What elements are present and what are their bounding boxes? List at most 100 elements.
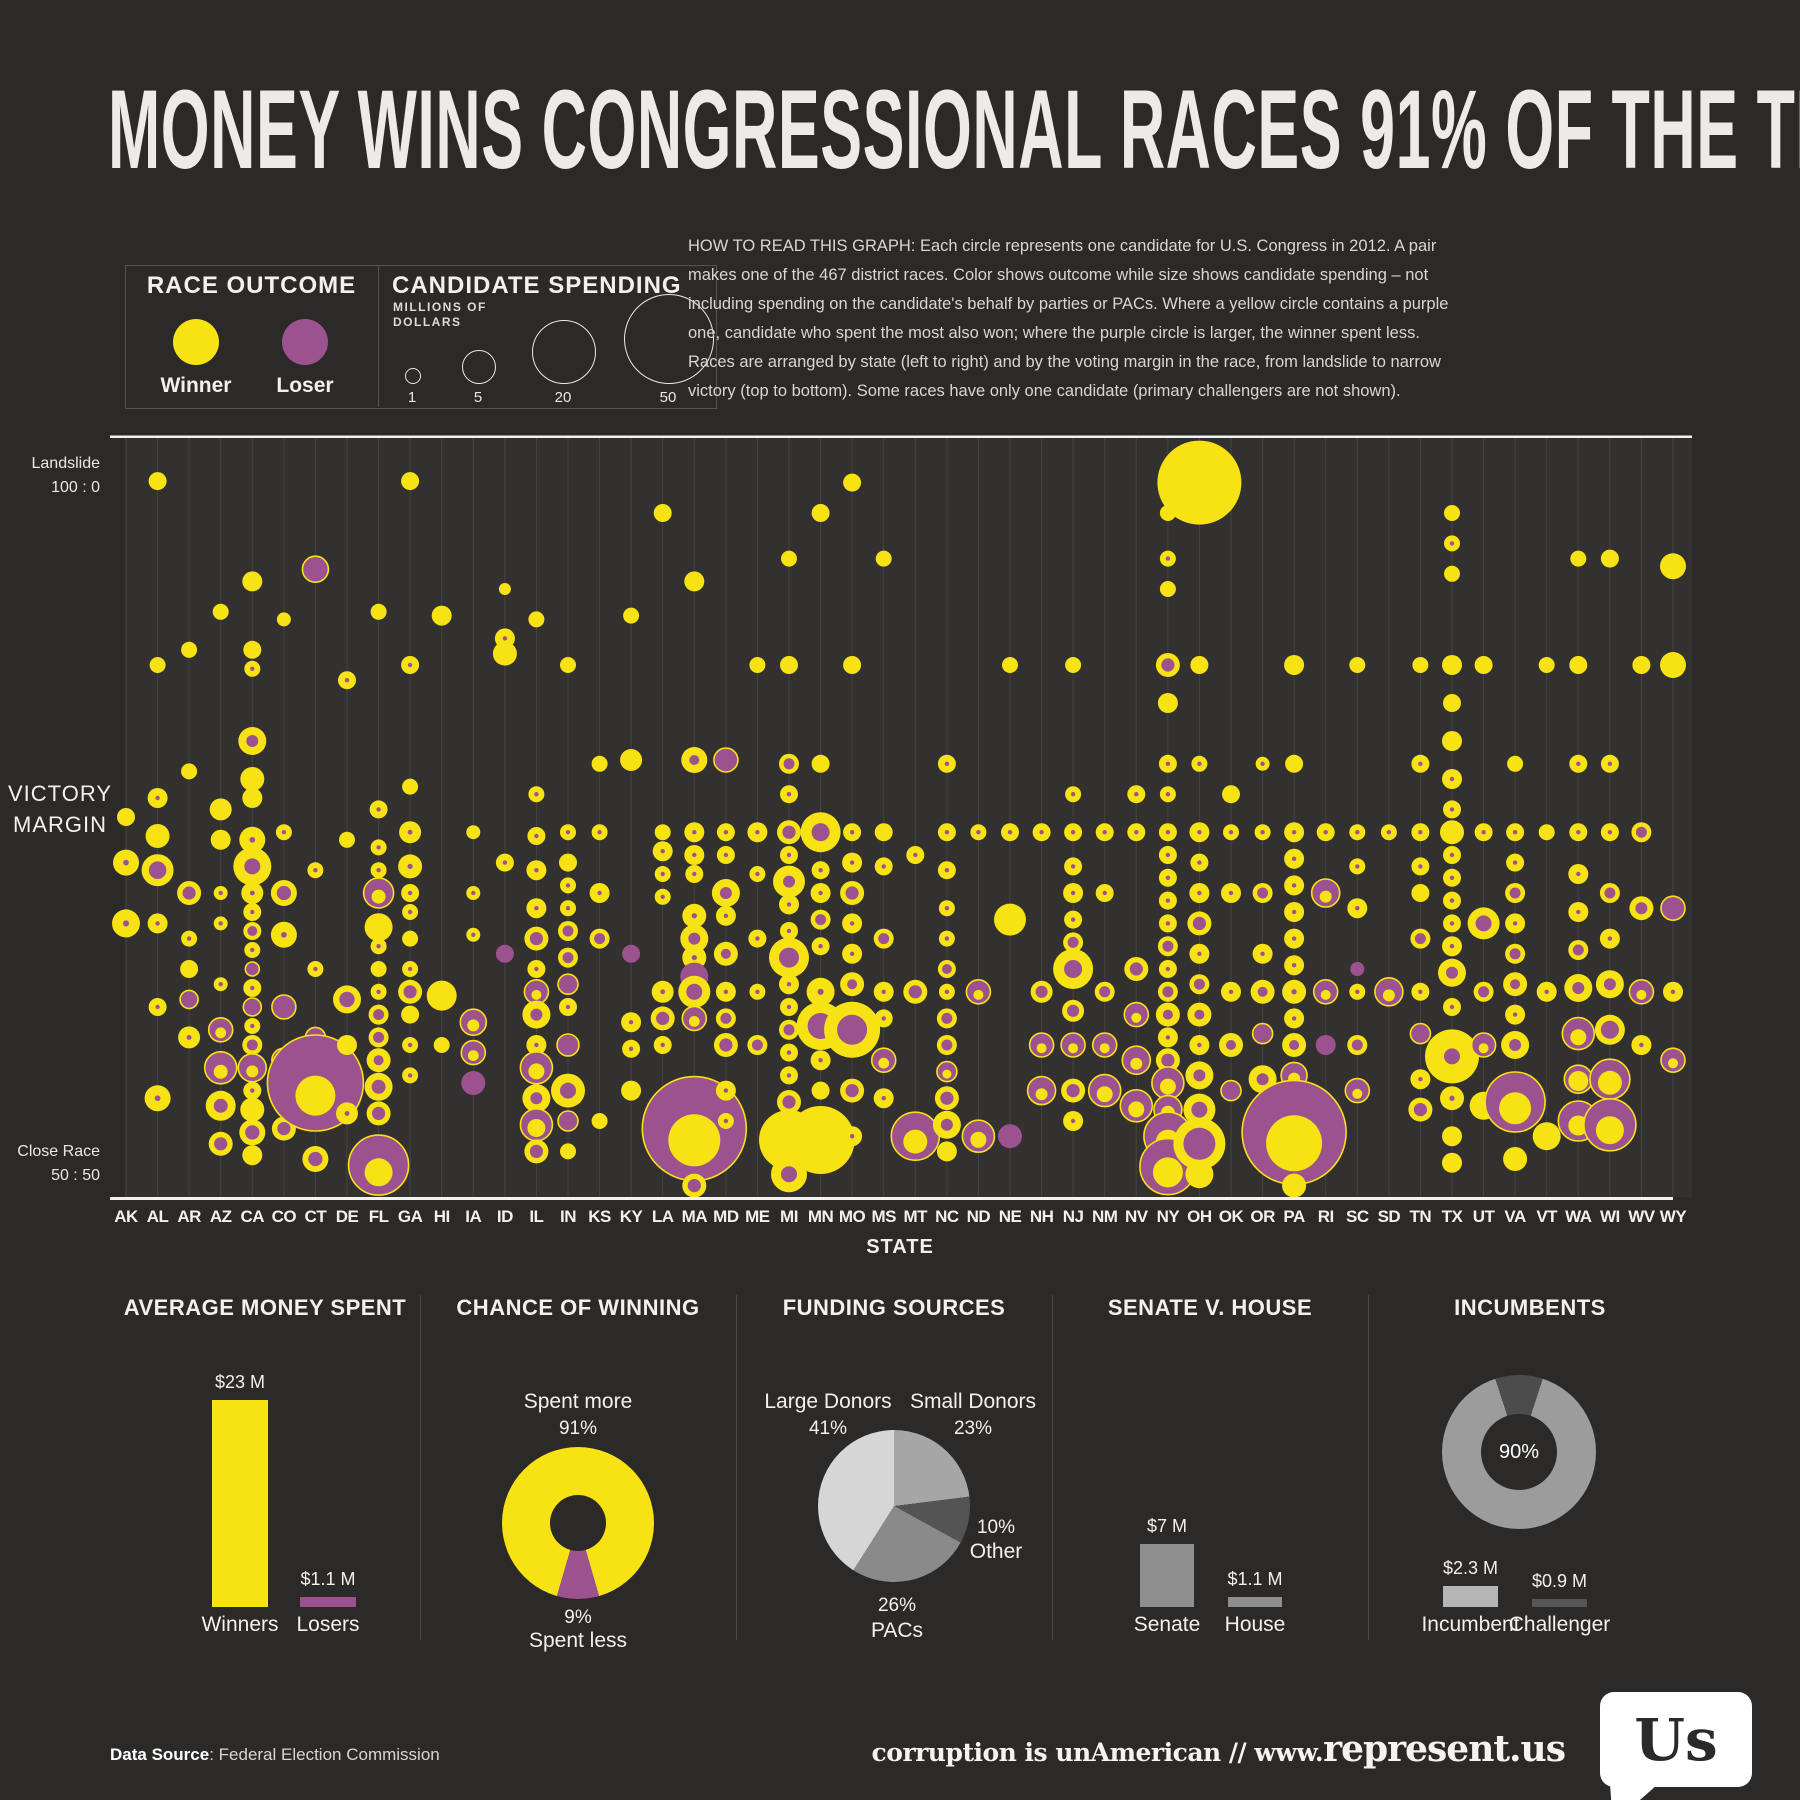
x-axis-label: MA — [681, 1207, 708, 1226]
spent-less-label: Spent less — [528, 1629, 628, 1652]
landslide-label: Landslide — [31, 455, 101, 472]
how-to-read-note: HOW TO READ THIS GRAPH: Each circle repr… — [688, 237, 1449, 400]
x-axis-label: ND — [966, 1207, 991, 1226]
candidate-spending-title: CANDIDATE SPENDING — [392, 272, 682, 299]
x-axis-label: NH — [1029, 1207, 1054, 1226]
panel-separator — [1368, 1295, 1369, 1640]
x-axis-label: SC — [1345, 1207, 1369, 1226]
panel-chance-of-winning: CHANCE OF WINNING Spent more 91% 9% Spen… — [420, 1295, 736, 1652]
x-axis-label: OK — [1218, 1207, 1244, 1226]
bar-value: $23 M — [214, 1372, 266, 1392]
x-axis-label: MO — [838, 1207, 866, 1226]
pacs-pct: 26% — [877, 1595, 917, 1616]
other-label: Other — [969, 1540, 1023, 1563]
chance-of-winning-donut — [502, 1447, 654, 1599]
x-axis-label: IA — [465, 1207, 482, 1226]
x-axis-label: MI — [780, 1207, 798, 1226]
small-donors-label: Small Donors — [909, 1390, 1037, 1413]
x-axis-label: ME — [745, 1207, 770, 1226]
x-axis-label: TN — [1409, 1207, 1432, 1226]
x-axis-label: NV — [1124, 1207, 1148, 1226]
x-axis-label: OR — [1250, 1207, 1275, 1226]
x-axis-label: DE — [335, 1207, 359, 1226]
x-axis-label: VA — [1504, 1207, 1526, 1226]
footer-tagline: corruption is unAmerican // www. represe… — [871, 1728, 1566, 1770]
bar-fill — [1140, 1544, 1194, 1607]
page-title: MONEY WINS CONGRESSIONAL RACES 91% OF TH… — [108, 67, 1800, 192]
x-axis-label: NY — [1156, 1207, 1180, 1226]
x-axis-label: AR — [177, 1207, 201, 1226]
bar-label: Challenger — [1508, 1613, 1611, 1636]
x-axis-label: CA — [240, 1207, 265, 1226]
senate-bar: $7 M Senate — [1134, 1516, 1201, 1637]
x-axis-label: VT — [1536, 1207, 1558, 1226]
incumbent-win-rate: 90% — [1498, 1440, 1540, 1463]
x-axis-label: NC — [935, 1207, 959, 1226]
x-axis-label: HI — [433, 1207, 451, 1226]
x-axis-label: ID — [496, 1207, 514, 1226]
large-donors-pct: 41% — [808, 1418, 848, 1439]
data-source-value: : Federal Election Commission — [209, 1745, 440, 1764]
x-axis-label: MT — [903, 1207, 928, 1226]
x-axis-label: AZ — [209, 1207, 232, 1226]
panel-title: INCUMBENTS — [1454, 1295, 1606, 1320]
pacs-label: PACs — [870, 1619, 924, 1642]
y-axis-bottom-label: Close Race 50 : 50 — [0, 1140, 100, 1188]
bar-value: $7 M — [1146, 1516, 1188, 1536]
incumbent-bar: $2.3 M Incumbent — [1421, 1558, 1519, 1637]
small-donors-pct: 23% — [953, 1418, 993, 1439]
x-axis-label: IN — [560, 1207, 577, 1226]
panel-separator — [1052, 1295, 1053, 1640]
landslide-value: 100 : 0 — [51, 479, 100, 496]
spending-size-circle — [624, 294, 714, 384]
x-axis-label: WA — [1565, 1207, 1592, 1226]
bar-fill — [1532, 1599, 1587, 1607]
bar-label: House — [1224, 1613, 1286, 1636]
challenger-bar: $0.9 M Challenger — [1509, 1571, 1611, 1637]
race-outcome-title: RACE OUTCOME — [146, 272, 357, 299]
bar-label: Winners — [201, 1613, 279, 1636]
x-axis-label: IL — [529, 1207, 544, 1226]
spending-size-scale: 1 5 20 50 — [125, 265, 715, 407]
incumbents-donut: 90% — [1442, 1375, 1596, 1529]
data-source-label: Data Source — [110, 1745, 210, 1764]
spent-less-pct: 9% — [564, 1607, 592, 1628]
x-axis-label: MD — [713, 1207, 739, 1226]
other-pct: 10% — [976, 1517, 1016, 1538]
x-axis-label: WI — [1600, 1207, 1620, 1226]
tagline-text: corruption is unAmerican // www. — [871, 1738, 1324, 1767]
x-axis-label: WV — [1628, 1207, 1655, 1226]
x-axis-title: STATE — [866, 1236, 934, 1258]
x-axis-label: NM — [1091, 1207, 1118, 1226]
data-source: Data Source: Federal Election Commission — [110, 1745, 440, 1765]
victory-label: VICTORY — [8, 781, 112, 806]
x-axis-label: FL — [368, 1207, 389, 1226]
house-bar: $1.1 M House — [1225, 1569, 1286, 1637]
bar-value: $2.3 M — [1442, 1558, 1499, 1578]
spent-more-label: Spent more — [523, 1390, 633, 1413]
winner-label: Winner — [160, 374, 232, 397]
bar-value: $0.9 M — [1531, 1571, 1588, 1591]
y-axis-top-label: Landslide 100 : 0 — [0, 452, 101, 500]
x-axis-label: UT — [1472, 1207, 1495, 1226]
panel-title: SENATE V. HOUSE — [1107, 1295, 1313, 1320]
spending-size-value: 50 — [659, 389, 677, 406]
panel-title: FUNDING SOURCES — [782, 1295, 1006, 1320]
spending-size-circle — [532, 320, 596, 384]
x-axis-label: PA — [1283, 1207, 1305, 1226]
large-donors-label: Large Donors — [764, 1390, 892, 1413]
panel-senate-v-house: SENATE V. HOUSE $7 M Senate $1.1 M House — [1052, 1295, 1368, 1645]
bar-label: Senate — [1133, 1613, 1201, 1636]
x-axis-label: TX — [1441, 1207, 1463, 1226]
logo-text: Us — [1634, 1705, 1718, 1774]
bar-fill — [300, 1597, 356, 1607]
candidate-spending-subtitle: MILLIONS OF DOLLARS — [393, 300, 487, 329]
bar-fill — [212, 1400, 268, 1607]
x-axis-label: CT — [304, 1207, 327, 1226]
panel-separator — [420, 1295, 421, 1640]
bar-fill — [1228, 1597, 1282, 1607]
x-axis-label: MS — [871, 1207, 896, 1226]
x-axis-label: KY — [619, 1207, 643, 1226]
bar-value: $1.1 M — [300, 1569, 356, 1589]
